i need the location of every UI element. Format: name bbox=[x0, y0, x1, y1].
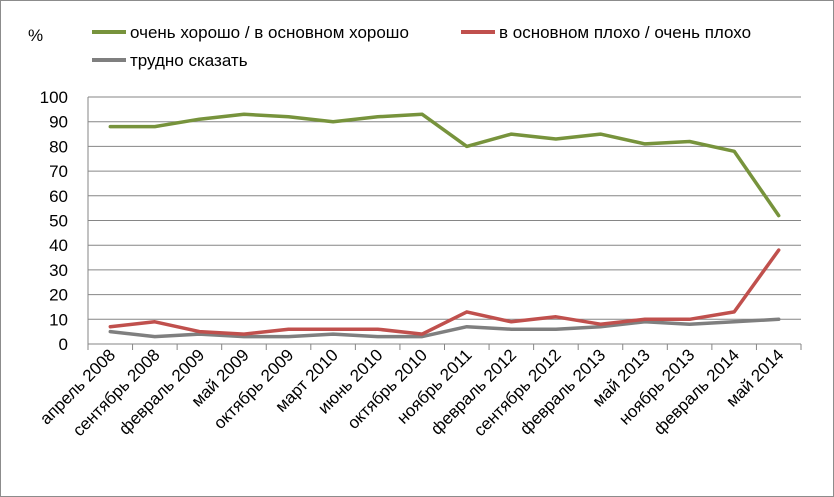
legend-label-2: трудно сказать bbox=[130, 51, 248, 70]
y-tick-label: 80 bbox=[49, 137, 68, 156]
y-tick-label: 90 bbox=[49, 113, 68, 132]
y-tick-label: 60 bbox=[49, 187, 68, 206]
series-lines bbox=[108, 112, 781, 339]
y-tick-label: 40 bbox=[49, 236, 68, 255]
legend: очень хорошо / в основном хорошо в основн… bbox=[92, 23, 751, 70]
y-tick-labels: 0 10 20 30 40 50 60 70 80 90 100 bbox=[40, 88, 68, 354]
legend-label-0: очень хорошо / в основном хорошо bbox=[130, 23, 409, 42]
y-tick-label: 50 bbox=[49, 212, 68, 231]
y-tick-label: 0 bbox=[59, 335, 68, 354]
gridlines bbox=[88, 96, 801, 320]
series-line-0 bbox=[108, 112, 781, 218]
y-tick-label: 20 bbox=[49, 286, 68, 305]
axes bbox=[87, 97, 802, 350]
legend-label-1: в основном плохо / очень плохо bbox=[499, 23, 751, 42]
series-line-1 bbox=[108, 248, 781, 336]
y-tick-label: 10 bbox=[49, 310, 68, 329]
y-tick-label: 100 bbox=[40, 88, 68, 107]
y-tick-label: 30 bbox=[49, 261, 68, 280]
series-line-2 bbox=[108, 317, 781, 339]
x-tick-label: апрель 2008 bbox=[36, 345, 119, 428]
y-tick-label: 70 bbox=[49, 162, 68, 181]
y-axis-unit-label: % bbox=[28, 26, 43, 45]
